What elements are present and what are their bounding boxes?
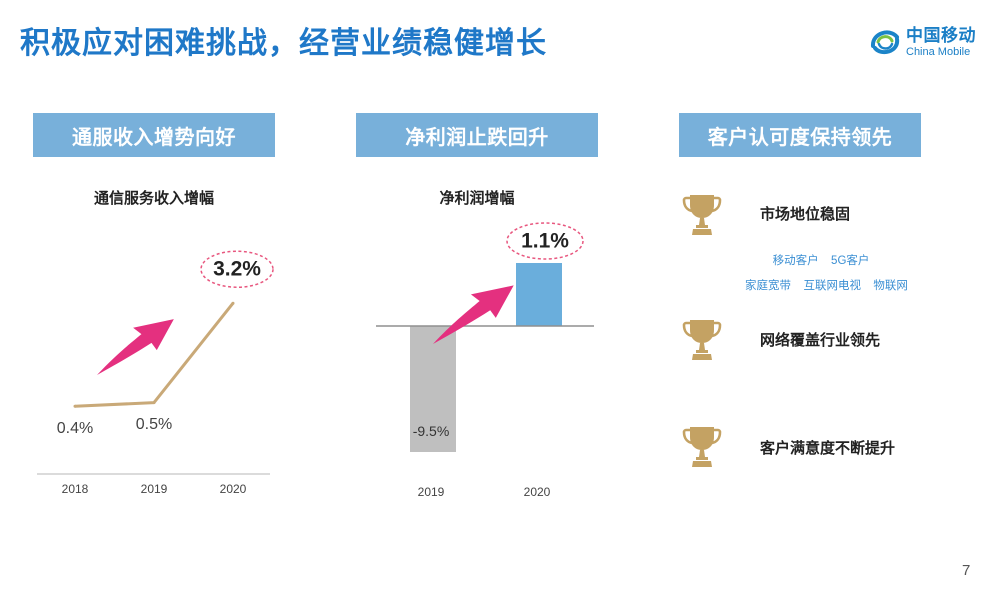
page-number: 7: [962, 562, 971, 579]
logo-text-en: China Mobile: [906, 46, 971, 58]
net-profit-bar-chart: -9.5% 2019 1.1% 2020: [376, 222, 594, 499]
tag: 互联网电视: [803, 280, 861, 292]
recognition-label-network: 网络覆盖行业领先: [760, 332, 881, 349]
data-point: [73, 404, 77, 408]
tag-row: 家庭宽带 互联网电视 物联网: [741, 272, 908, 297]
growth-arrow-icon: [433, 285, 514, 344]
trophy-icon: [682, 425, 722, 469]
x-tick-label: 2019: [418, 485, 445, 499]
bar: [410, 326, 456, 453]
trophy-icon: [682, 318, 722, 362]
tag-row: 移动客户 5G客户: [741, 247, 901, 272]
data-point: [152, 401, 156, 405]
highlight-ring: [506, 222, 584, 260]
header-net-profit: 净利润止跌回升: [356, 113, 598, 157]
x-tick-label: 2019: [141, 482, 168, 496]
data-label: 0.5%: [136, 416, 172, 433]
data-label: -9.5%: [413, 423, 450, 439]
tag: 5G客户: [831, 255, 870, 267]
tag: 家庭宽带: [745, 280, 791, 292]
bar: [516, 262, 562, 326]
x-tick-label: 2020: [524, 485, 551, 499]
tag: 物联网: [873, 280, 908, 292]
bar-chart-title: 净利润增幅: [439, 190, 515, 207]
revenue-growth-line-chart: 0.4% 2018 0.5% 2019 3.2% 2020: [37, 250, 274, 496]
tag: 移动客户: [772, 255, 819, 267]
growth-arrow-icon: [97, 319, 174, 375]
x-tick-label: 2018: [62, 482, 89, 496]
logo-text-cn: 中国移动: [906, 26, 976, 45]
recognition-label-satisfaction: 客户满意度不断提升: [760, 440, 896, 457]
line-chart-title: 通信服务收入增幅: [93, 190, 214, 207]
recognition-label-market: 市场地位稳固: [760, 206, 851, 223]
trophy-icon: [682, 193, 722, 237]
data-point: [231, 301, 235, 305]
china-mobile-swirl-icon: [871, 30, 900, 55]
data-label: 3.2%: [213, 258, 261, 281]
revenue-growth-line: [74, 302, 235, 408]
market-tags: 移动客户 5G客户 家庭宽带 互联网电视 物联网: [741, 247, 908, 297]
x-tick-label: 2020: [220, 482, 247, 496]
data-label: 0.4%: [57, 420, 93, 437]
data-label: 1.1%: [521, 229, 569, 252]
header-customer-recognition: 客户认可度保持领先: [679, 113, 921, 157]
header-revenue-growth: 通服收入增势向好: [33, 113, 275, 157]
slide-title: 积极应对困难挑战，经营业绩稳健增长: [20, 27, 547, 60]
